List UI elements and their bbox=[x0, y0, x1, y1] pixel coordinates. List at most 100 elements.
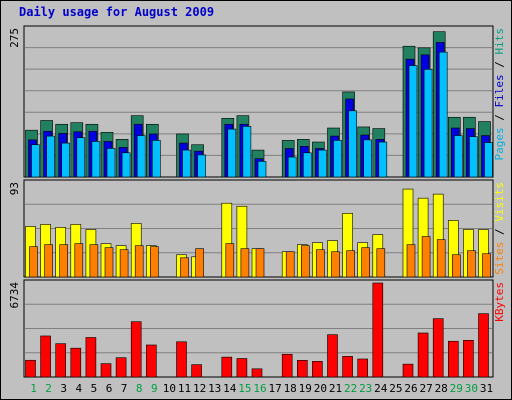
bar-kbytes-day-30 bbox=[463, 340, 474, 378]
day-label-6: 6 bbox=[106, 382, 113, 395]
day-label-27: 27 bbox=[419, 382, 432, 395]
bar-kbytes-day-22 bbox=[342, 356, 353, 378]
day-label-11: 11 bbox=[178, 382, 191, 395]
bar-kbytes-day-4 bbox=[70, 347, 82, 378]
day-label-29: 29 bbox=[450, 382, 463, 395]
day-label-24: 24 bbox=[374, 382, 388, 395]
bar-pages-day-5 bbox=[91, 141, 101, 178]
chart-title: Daily usage for August 2009 bbox=[19, 5, 215, 19]
bar-kbytes-day-9 bbox=[146, 344, 157, 378]
day-label-9: 9 bbox=[151, 382, 158, 395]
bar-pages-day-19 bbox=[302, 152, 312, 178]
bar-sites-day-1 bbox=[29, 246, 38, 278]
bar-sites-day-29 bbox=[451, 254, 461, 278]
legend-part: Files bbox=[493, 74, 506, 107]
bar-kbytes-day-21 bbox=[327, 334, 338, 378]
day-label-7: 7 bbox=[121, 382, 128, 395]
bar-pages-day-6 bbox=[106, 148, 116, 178]
legend-part: KBytes bbox=[493, 282, 506, 322]
bar-kbytes-day-20 bbox=[312, 361, 323, 378]
bar-sites-day-22 bbox=[346, 250, 355, 278]
bar-pages-day-3 bbox=[61, 142, 71, 178]
bar-sites-day-14 bbox=[225, 243, 235, 278]
bar-pages-day-1 bbox=[31, 144, 40, 178]
bar-kbytes-day-19 bbox=[296, 360, 308, 378]
bar-kbytes-day-1 bbox=[25, 359, 36, 378]
day-label-25: 25 bbox=[389, 382, 402, 395]
bar-sites-day-9 bbox=[150, 246, 159, 278]
day-label-1: 1 bbox=[30, 382, 37, 395]
bar-kbytes-day-3 bbox=[55, 343, 67, 378]
bar-sites-day-8 bbox=[134, 245, 144, 278]
bar-sites-day-4 bbox=[74, 243, 84, 278]
day-label-16: 16 bbox=[253, 382, 266, 395]
day-label-23: 23 bbox=[359, 382, 372, 395]
bar-kbytes-day-26 bbox=[402, 363, 414, 378]
series-legend: KBytes bbox=[493, 282, 506, 322]
panel-3: 6734 KBytes bbox=[8, 279, 506, 378]
legend-part: Pages bbox=[493, 127, 506, 160]
bar-sites-day-26 bbox=[406, 244, 416, 278]
bar-sites-day-24 bbox=[376, 248, 386, 278]
day-label-19: 19 bbox=[299, 382, 312, 395]
bar-pages-day-23 bbox=[363, 139, 373, 178]
bar-sites-day-11 bbox=[180, 257, 189, 278]
bar-kbytes-day-27 bbox=[417, 332, 429, 378]
day-label-15: 15 bbox=[238, 382, 251, 395]
bar-kbytes-day-2 bbox=[40, 335, 51, 378]
bar-sites-day-15 bbox=[240, 248, 250, 278]
bar-kbytes-day-24 bbox=[372, 282, 384, 378]
bar-pages-day-27 bbox=[423, 69, 433, 178]
day-label-18: 18 bbox=[284, 382, 297, 395]
legend-part: / bbox=[493, 108, 506, 128]
bar-kbytes-day-15 bbox=[236, 358, 248, 378]
bar-kbytes-day-28 bbox=[432, 318, 444, 378]
legend-part: Sites bbox=[493, 242, 506, 275]
bar-sites-day-5 bbox=[89, 244, 99, 278]
bar-sites-day-27 bbox=[421, 236, 431, 278]
bar-pages-day-29 bbox=[453, 135, 463, 178]
day-label-21: 21 bbox=[329, 382, 342, 395]
day-label-4: 4 bbox=[75, 382, 82, 395]
bar-pages-day-4 bbox=[76, 137, 86, 178]
y-max-label: 6734 bbox=[8, 282, 21, 309]
bar-kbytes-day-5 bbox=[85, 337, 97, 378]
bar-kbytes-day-23 bbox=[357, 358, 369, 378]
bar-kbytes-day-7 bbox=[115, 357, 127, 378]
bar-sites-day-23 bbox=[361, 247, 371, 278]
bar-pages-day-7 bbox=[121, 152, 131, 178]
bar-sites-day-3 bbox=[59, 244, 69, 278]
panel-1: 275 Pages / Files / Hits bbox=[8, 25, 506, 178]
bar-kbytes-day-8 bbox=[130, 321, 142, 378]
bar-kbytes-day-11 bbox=[176, 341, 187, 378]
day-label-20: 20 bbox=[314, 382, 327, 395]
bar-pages-day-30 bbox=[469, 136, 478, 178]
bar-sites-day-30 bbox=[467, 250, 476, 278]
y-max-label: 275 bbox=[8, 28, 21, 48]
bar-sites-day-21 bbox=[331, 251, 340, 278]
day-label-3: 3 bbox=[60, 382, 67, 395]
bar-kbytes-day-31 bbox=[478, 313, 489, 378]
day-label-12: 12 bbox=[193, 382, 206, 395]
bar-kbytes-day-18 bbox=[281, 353, 293, 378]
y-max-label: 93 bbox=[8, 182, 21, 195]
legend-part: Hits bbox=[493, 28, 506, 55]
bar-pages-day-9 bbox=[152, 140, 161, 178]
bar-sites-day-31 bbox=[482, 253, 491, 278]
bar-kbytes-day-14 bbox=[221, 356, 233, 378]
bar-kbytes-day-12 bbox=[191, 364, 202, 378]
bar-pages-day-28 bbox=[438, 51, 448, 178]
bar-kbytes-day-29 bbox=[447, 340, 459, 378]
day-label-10: 10 bbox=[163, 382, 176, 395]
legend-part: / bbox=[493, 55, 506, 75]
day-label-26: 26 bbox=[404, 382, 417, 395]
panel-2: 93 Sites / Visits bbox=[8, 179, 506, 278]
bar-pages-day-15 bbox=[242, 126, 252, 178]
bar-pages-day-18 bbox=[287, 156, 297, 178]
bar-pages-day-14 bbox=[227, 128, 237, 178]
bar-sites-day-19 bbox=[300, 245, 310, 278]
bar-sites-day-2 bbox=[44, 244, 53, 278]
day-label-8: 8 bbox=[136, 382, 143, 395]
bar-pages-day-21 bbox=[333, 140, 342, 178]
